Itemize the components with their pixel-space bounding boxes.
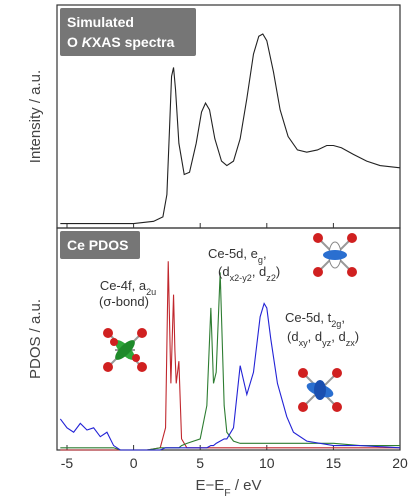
text-segment: Ce-4f, a	[100, 278, 147, 293]
text-segment: (σ-bond)	[99, 294, 149, 309]
annotation: Ce-5d, eg,	[208, 246, 267, 265]
text-segment: (d	[218, 264, 230, 279]
y-axis-label: PDOS / a.u.	[27, 299, 44, 379]
text-segment: )	[276, 264, 280, 279]
text-segment: , d	[308, 329, 322, 344]
text-segment: 2g	[331, 319, 341, 329]
annotation: (dxy, dyz, dzx)	[287, 329, 359, 348]
text-segment: Ce PDOS	[67, 237, 128, 253]
panel-title: O KXAS spectra	[67, 34, 175, 50]
text-segment: , d	[331, 329, 345, 344]
annotation: (dx2-y2, dz2)	[218, 264, 280, 283]
molecule-4f	[103, 328, 147, 372]
panel: Simulated O KXAS spectra Intensity / a.u.	[27, 5, 400, 228]
x-tick-label: -5	[61, 455, 74, 471]
panel-title: Ce PDOS	[67, 237, 128, 253]
text-segment: E−E	[195, 477, 224, 494]
x-axis-label: E−EF / eV	[195, 477, 261, 497]
figure: Simulated O KXAS spectra Intensity / a.u. -…	[0, 0, 411, 497]
text-segment: (d	[287, 329, 299, 344]
annotation: Ce-5d, t2g,	[285, 310, 345, 329]
x-tick-label: 5	[196, 455, 204, 471]
annotation: (σ-bond)	[99, 294, 149, 309]
text-segment: )	[355, 329, 359, 344]
series-line	[60, 303, 400, 450]
text-segment: x2-y2	[230, 273, 252, 283]
series-line	[60, 34, 400, 224]
text-segment: z2	[266, 273, 276, 283]
x-tick-label: 10	[259, 455, 275, 471]
y-axis-label: Intensity / a.u.	[27, 70, 44, 163]
text-segment: Ce-5d, e	[208, 246, 258, 261]
panel-title: Simulated	[67, 14, 134, 30]
text-segment: Simulated	[67, 14, 134, 30]
text-segment: ,	[263, 246, 267, 261]
text-segment: XAS spectra	[92, 34, 175, 50]
text-segment: Ce-5d, t	[285, 310, 332, 325]
molecule-t2g	[298, 368, 342, 412]
x-tick-label: 0	[130, 455, 138, 471]
text-segment: ,	[341, 310, 345, 325]
text-segment: / eV	[231, 477, 262, 494]
text-segment: O	[67, 34, 82, 50]
x-tick-label: 15	[326, 455, 342, 471]
x-tick-label: 20	[392, 455, 408, 471]
molecule-eg	[313, 233, 357, 277]
text-segment: , d	[252, 264, 266, 279]
